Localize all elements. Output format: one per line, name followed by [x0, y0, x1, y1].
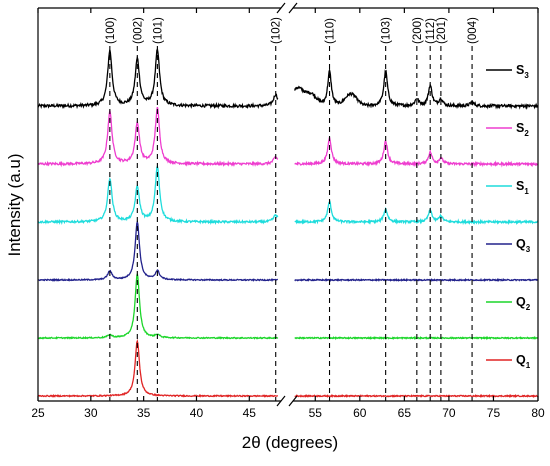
peak-label: (101) — [152, 17, 164, 44]
trace-s1-left — [37, 164, 279, 226]
x-tick-label: 80 — [531, 406, 545, 420]
legend-label-q3: Q3 — [516, 237, 531, 254]
x-tick-label: 35 — [137, 406, 151, 420]
trace-s2-right — [294, 137, 539, 168]
x-axis-label: 2θ (degrees) — [242, 433, 338, 452]
legend-layer: S3 S2 S1 Q3 Q2 Q1 — [486, 63, 531, 370]
x-tick-label: 65 — [398, 406, 412, 420]
x-tick-label: 30 — [84, 406, 98, 420]
peak-label: (201) — [436, 17, 448, 44]
x-tick-label: 55 — [309, 406, 323, 420]
trace-q1-right — [294, 393, 539, 399]
peak-label: (002) — [132, 17, 144, 44]
legend-label-q2: Q2 — [516, 295, 531, 312]
trace-s3-right — [294, 67, 539, 110]
reference-lines-layer: (100) (002) (101) (102) (110) (103) (200) (112)… — [105, 17, 479, 401]
traces-layer — [37, 46, 539, 399]
peak-label: (102) — [271, 17, 283, 44]
axis-break-mark — [288, 2, 298, 14]
axis-break-mark — [276, 2, 286, 14]
y-axis-label: Intensity (a.u) — [5, 154, 24, 257]
trace-q3-right — [294, 277, 539, 283]
axis-break-mark — [276, 395, 286, 407]
plot-frame — [37, 2, 539, 407]
trace-q3-left — [37, 219, 279, 282]
axis-break-mark — [288, 395, 298, 407]
legend-label-s1: S1 — [516, 179, 529, 196]
peak-label: (004) — [467, 17, 479, 44]
peak-label: (103) — [381, 17, 393, 44]
peak-label: (112) — [425, 18, 437, 44]
x-tick-label: 40 — [190, 406, 204, 420]
peak-label: (100) — [105, 17, 117, 44]
x-tick-label: 70 — [442, 406, 456, 420]
legend-label-s3: S3 — [516, 63, 529, 80]
trace-s1-right — [294, 200, 539, 226]
peak-label: (110) — [325, 18, 337, 44]
x-tick-label: 45 — [243, 406, 257, 420]
trace-s3-left — [37, 46, 279, 110]
peak-label: (200) — [412, 17, 424, 44]
x-ticks-layer: 25 30 35 40 45 55 60 65 70 75 80 — [31, 8, 545, 420]
x-tick-label: 75 — [487, 406, 501, 420]
legend-label-q1: Q1 — [516, 353, 531, 370]
trace-q1-left — [37, 338, 279, 398]
legend-label-s2: S2 — [516, 121, 529, 138]
x-tick-label: 60 — [353, 406, 367, 420]
x-tick-label: 25 — [31, 406, 45, 420]
